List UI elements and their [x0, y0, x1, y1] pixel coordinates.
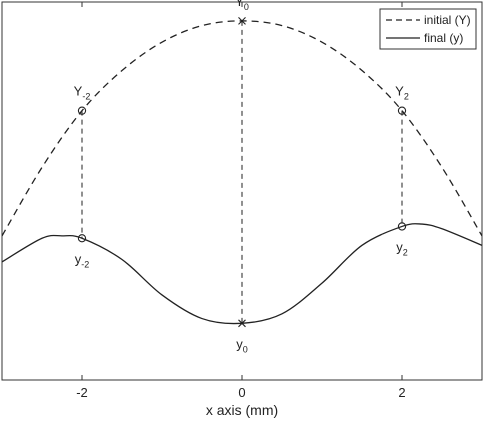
- point-label-0: Y-2: [74, 84, 91, 102]
- point-marker-cross-4: [238, 319, 246, 328]
- point-marker-circle-0: [77, 106, 87, 115]
- point-marker-circle-2: [397, 106, 407, 115]
- legend: initial (Y) final (y): [379, 8, 477, 50]
- legend-box: [379, 8, 477, 50]
- x-tick-label-1: 0: [238, 385, 245, 400]
- point-label-5: y2: [396, 239, 408, 257]
- point-label-4: y0: [236, 336, 248, 354]
- legend-label-initial: initial (Y): [424, 13, 471, 27]
- point-label-1: Y0: [235, 0, 249, 12]
- point-label-3: y-2: [75, 251, 90, 269]
- point-label-2: Y2: [395, 84, 409, 102]
- point-marker-circle-3: [77, 234, 87, 243]
- point-marker-circle-5: [397, 222, 407, 231]
- x-tick-label-2: 2: [398, 385, 405, 400]
- legend-label-final: final (y): [424, 31, 463, 45]
- plot-frame: [1, 1, 483, 381]
- point-marker-cross-1: [238, 17, 246, 25]
- x-tick-label-0: -2: [76, 385, 88, 400]
- x-axis-label: x axis (mm): [206, 402, 278, 418]
